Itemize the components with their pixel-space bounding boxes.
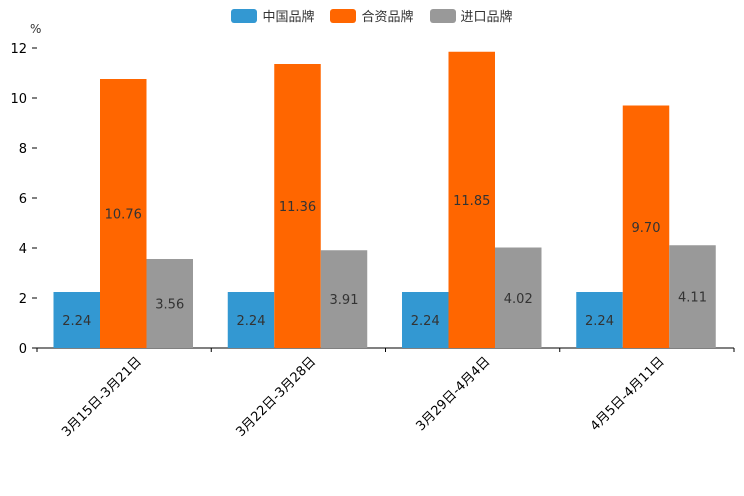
legend-swatch-china-brand [231, 8, 258, 23]
bar [100, 79, 147, 348]
x-category-label: 3月22日-3月28日 [233, 354, 319, 440]
bar-value-label: 4.02 [504, 292, 533, 307]
y-axis-unit-label: % [30, 22, 42, 36]
y-tick-label: 6 [19, 192, 27, 207]
bar [53, 292, 100, 348]
x-category-label: 3月15日-3月21日 [59, 354, 145, 440]
bar-value-label: 10.76 [105, 208, 142, 223]
legend-item-imported-brand[interactable]: 进口品牌 [429, 6, 513, 25]
bar [622, 105, 670, 348]
legend: 中国品牌 合资品牌 进口品牌 [0, 6, 744, 25]
bar [146, 259, 193, 348]
bar [402, 292, 449, 348]
x-category-label: 4月5日-4月11日 [588, 354, 668, 434]
legend-label-china-brand: 中国品牌 [262, 10, 315, 25]
bar [448, 51, 495, 348]
y-tick-label: 4 [19, 242, 27, 257]
bar-value-label: 9.70 [632, 221, 661, 236]
bar [495, 247, 542, 348]
bar [227, 292, 275, 348]
x-category-label: 3月29日-4月4日 [414, 354, 494, 434]
bar-value-label: 2.24 [237, 314, 266, 329]
legend-label-joint-venture-brand: 合资品牌 [361, 10, 414, 25]
bar-value-label: 11.85 [453, 194, 490, 209]
legend-item-china-brand[interactable]: 中国品牌 [231, 6, 314, 25]
y-tick-label: 10 [10, 92, 27, 107]
bar [576, 292, 623, 348]
y-tick-label: 0 [19, 342, 27, 357]
legend-label-imported-brand: 进口品牌 [460, 10, 513, 25]
legend-swatch-imported-brand [429, 8, 456, 23]
bar-value-label: 2.24 [62, 314, 91, 329]
bar-value-label: 11.36 [279, 200, 316, 215]
bar-value-label: 3.91 [330, 293, 359, 308]
bar-value-label: 2.24 [585, 314, 614, 329]
y-tick-label: 8 [19, 142, 27, 157]
legend-swatch-joint-venture-brand [330, 8, 357, 23]
bar [274, 64, 321, 348]
bar-value-label: 4.11 [678, 291, 707, 306]
bar-value-label: 2.24 [411, 314, 440, 329]
bar [669, 245, 716, 348]
y-tick-label: 2 [19, 292, 27, 307]
y-tick-label: 12 [10, 42, 27, 57]
bar-value-label: 3.56 [155, 298, 184, 313]
bar [320, 250, 368, 348]
legend-item-joint-venture-brand[interactable]: 合资品牌 [330, 6, 414, 25]
